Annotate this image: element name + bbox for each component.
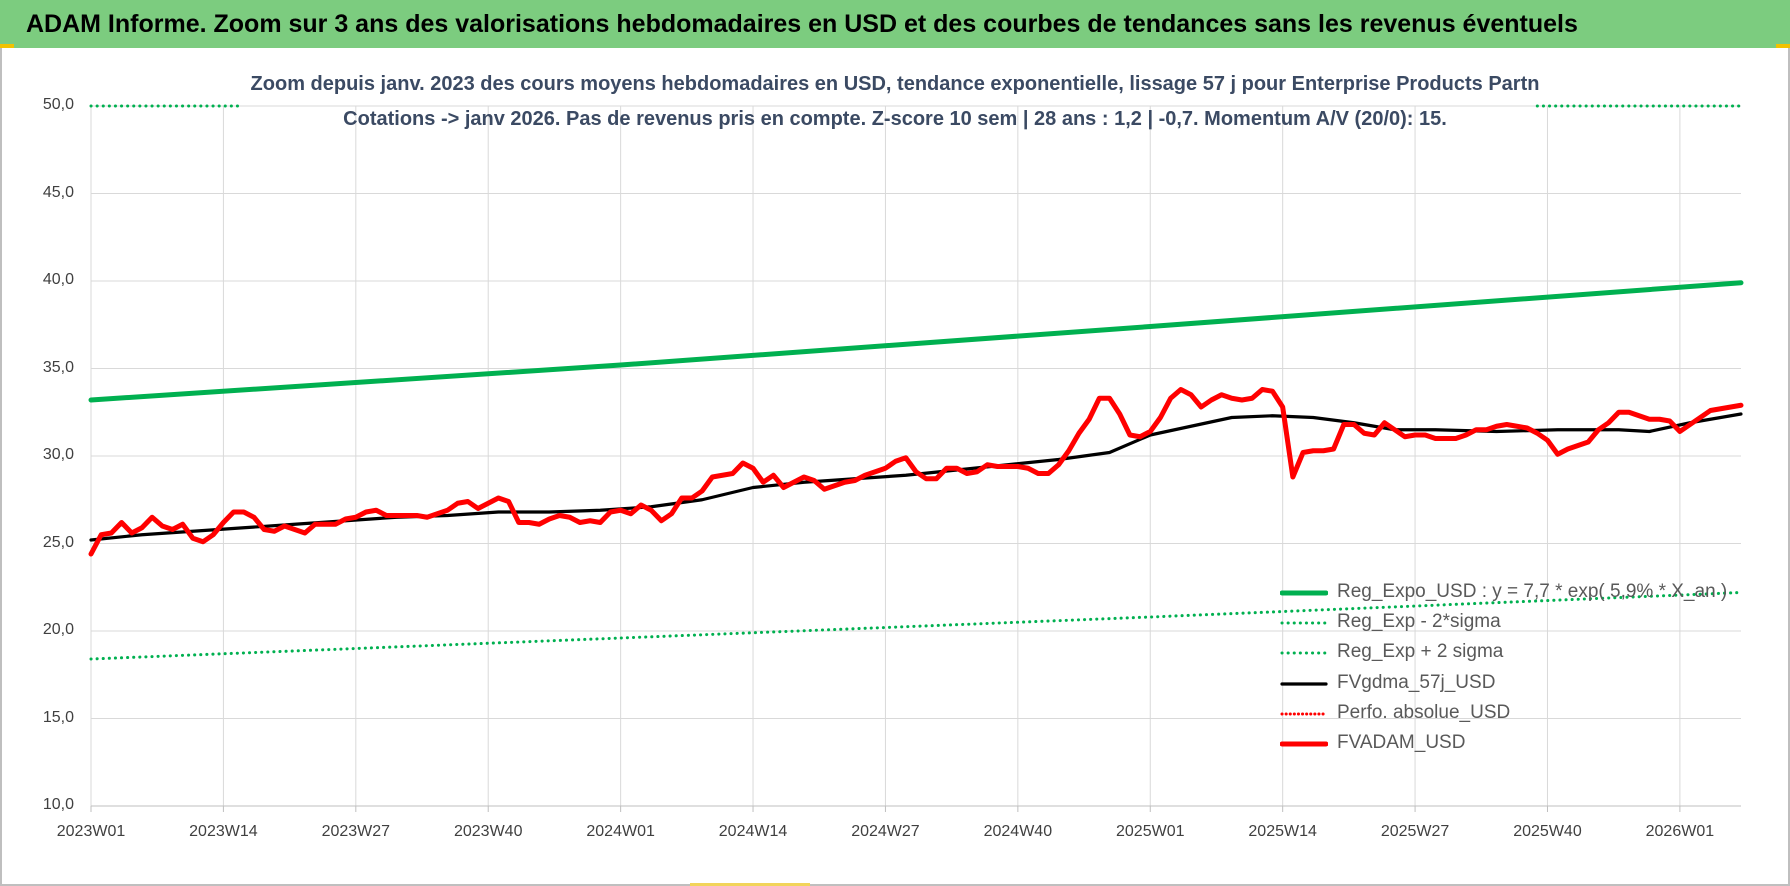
x-tick-label: 2026W01: [1645, 823, 1715, 840]
y-tick-label: 45,0: [42, 183, 74, 201]
legend-label: Reg_Exp + 2 sigma: [1337, 641, 1504, 663]
x-tick-label: 2025W27: [1380, 823, 1450, 840]
y-tick-label: 40,0: [42, 271, 74, 288]
y-tick-label: 10,0: [42, 796, 74, 813]
legend-item: Perfo. absolue_USD: [1280, 699, 1740, 729]
x-tick-label: 2024W27: [851, 823, 920, 840]
report-title: ADAM Informe. Zoom sur 3 ans des valoris…: [26, 10, 1578, 38]
x-tick-label: 2025W40: [1513, 823, 1582, 840]
legend-swatch: [1280, 712, 1328, 716]
series-line-reg-expo: [88, 280, 1744, 403]
legend-label: Perfo. absolue_USD: [1337, 701, 1511, 723]
legend-swatch: [1280, 590, 1328, 596]
chart-frame: [0, 48, 1790, 886]
series-line-fvadam: [88, 387, 1744, 557]
y-tick-label: 20,0: [42, 621, 74, 638]
y-tick-label: 35,0: [42, 358, 74, 376]
y-tick-label: 30,0: [42, 446, 74, 463]
x-tick-label: 2023W01: [56, 823, 126, 840]
x-tick-label: 2025W01: [1116, 823, 1185, 840]
y-tick-label: 15,0: [42, 708, 74, 726]
legend-label: FVgdma_57j_USD: [1337, 671, 1496, 693]
report-title-banner: ADAM Informe. Zoom sur 3 ans des valoris…: [0, 0, 1790, 48]
legend-item: Reg_Exp - 2*sigma: [1280, 608, 1740, 638]
y-tick-label: 25,0: [42, 533, 74, 551]
legend-swatch: [1280, 621, 1328, 625]
legend-label: Reg_Exp - 2*sigma: [1337, 611, 1501, 633]
x-tick-label: 2023W40: [453, 823, 523, 840]
legend-item: Reg_Exp + 2 sigma: [1280, 638, 1740, 668]
legend-item: Reg_Expo_USD : y = 7,7 * exp( 5,9% * X_a…: [1280, 578, 1740, 608]
x-tick-label: 2024W40: [983, 823, 1053, 840]
legend-label: FVADAM_USD: [1337, 732, 1466, 753]
chart-title: Zoom depuis janv. 2023 des cours moyens …: [250, 73, 1540, 95]
legend-swatch: [1280, 681, 1328, 686]
legend-item: FVADAM_USD: [1280, 729, 1740, 759]
x-tick-label: 2023W27: [321, 823, 391, 840]
y-tick-label: 50,0: [42, 96, 74, 113]
x-tick-label: 2023W14: [189, 823, 258, 840]
chart-subtitle: Cotations -> janv 2026. Pas de revenus p…: [343, 108, 1447, 130]
legend-swatch: [1280, 741, 1328, 747]
x-tick-label: 2025W14: [1248, 823, 1317, 840]
legend-label: Reg_Expo_USD : y = 7,7 * exp( 5,9% * X_a…: [1337, 581, 1728, 602]
banner-corner-left: [0, 44, 14, 48]
series-line-reg-exp-minus-2-sigma: [89, 591, 1743, 661]
x-tick-label: 2024W01: [586, 823, 655, 840]
bottom-marker: [690, 883, 810, 886]
legend-item: FVgdma_57j_USD: [1280, 669, 1740, 699]
x-tick-label: 2024W14: [718, 823, 788, 840]
banner-corner-right: [1776, 44, 1790, 48]
legend-swatch: [1280, 651, 1328, 655]
